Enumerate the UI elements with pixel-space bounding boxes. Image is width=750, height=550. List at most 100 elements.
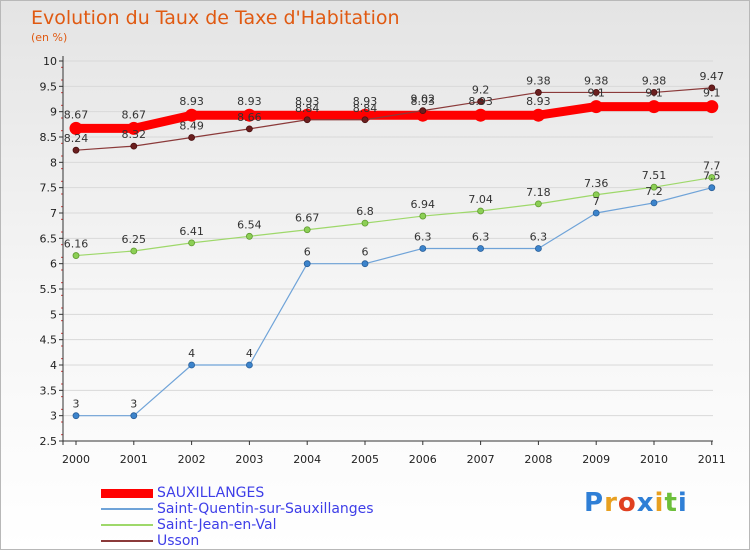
data-point-saint-jean-en-val bbox=[361, 219, 369, 227]
data-label-saint-jean-en-val: 6.8 bbox=[356, 205, 374, 218]
y-tick-label: 7 bbox=[50, 207, 57, 220]
data-point-sauxillanges bbox=[589, 100, 603, 114]
y-tick-label: 2.5 bbox=[40, 435, 58, 448]
data-label-usson: 9.38 bbox=[526, 74, 551, 87]
data-label-saint-quentin-sur-sauxillanges: 4 bbox=[188, 347, 195, 360]
data-point-sauxillanges bbox=[300, 108, 314, 122]
data-point-sauxillanges bbox=[647, 100, 661, 114]
logo-letter: x bbox=[636, 488, 655, 518]
x-tick-label: 2000 bbox=[62, 453, 90, 466]
legend-label: SAUXILLANGES bbox=[157, 485, 265, 501]
data-point-saint-quentin-sur-sauxillanges bbox=[592, 209, 600, 217]
data-point-usson bbox=[477, 98, 485, 105]
y-tick-label: 5 bbox=[50, 308, 57, 321]
y-tick-label: 5.5 bbox=[40, 283, 58, 296]
logo-letter: o bbox=[617, 488, 637, 518]
data-label-saint-jean-en-val: 6.41 bbox=[179, 225, 204, 238]
data-point-saint-jean-en-val bbox=[130, 247, 138, 255]
x-tick-label: 2009 bbox=[582, 453, 610, 466]
data-label-saint-quentin-sur-sauxillanges: 3 bbox=[130, 398, 137, 411]
data-label-usson: 9.47 bbox=[700, 70, 725, 83]
data-label-sauxillanges: 8.93 bbox=[295, 95, 320, 108]
legend-swatch bbox=[101, 488, 153, 498]
data-point-saint-jean-en-val bbox=[303, 226, 311, 234]
data-label-usson: 8.24 bbox=[64, 132, 89, 145]
data-point-usson bbox=[419, 107, 427, 115]
legend-label: Saint-Quentin-sur-Sauxillanges bbox=[157, 501, 374, 517]
data-label-usson: 8.66 bbox=[237, 111, 262, 124]
legend-item: Saint-Jean-en-Val bbox=[101, 517, 421, 533]
data-label-sauxillanges: 8.93 bbox=[179, 95, 204, 108]
data-label-saint-quentin-sur-sauxillanges: 6.3 bbox=[472, 230, 490, 243]
legend: SAUXILLANGES Saint-Quentin-sur-Sauxillang… bbox=[101, 485, 421, 549]
data-label-sauxillanges: 8.93 bbox=[353, 95, 378, 108]
x-tick-label: 2003 bbox=[235, 453, 263, 466]
y-tick-label: 3 bbox=[50, 410, 57, 423]
data-label-usson: 9.2 bbox=[472, 84, 490, 97]
y-tick-label: 6 bbox=[50, 258, 57, 271]
data-point-sauxillanges bbox=[69, 121, 83, 135]
data-label-saint-jean-en-val: 6.67 bbox=[295, 212, 320, 225]
data-point-saint-quentin-sur-sauxillanges bbox=[303, 260, 311, 268]
chart-subtitle: (en %) bbox=[31, 31, 68, 44]
data-label-sauxillanges: 9.1 bbox=[587, 87, 605, 100]
data-label-sauxillanges: 9.1 bbox=[645, 87, 663, 100]
axes: 2.5 3 3.5 4 4.5 5 5.5 6 6.5 7 7.5 8 8.5 9 9.5 10 2000 200… bbox=[40, 55, 726, 466]
data-point-saint-quentin-sur-sauxillanges bbox=[419, 245, 427, 252]
data-label-saint-jean-en-val: 7.7 bbox=[703, 160, 721, 173]
data-point-saint-quentin-sur-sauxillanges bbox=[650, 199, 658, 207]
logo-letter: P bbox=[584, 488, 605, 518]
logo-letter: i bbox=[677, 488, 688, 518]
grid-lines bbox=[63, 60, 713, 442]
y-tick-label: 4 bbox=[50, 359, 57, 372]
data-point-sauxillanges bbox=[242, 108, 256, 122]
legend-label: Saint-Jean-en-Val bbox=[157, 517, 277, 533]
legend-swatch bbox=[101, 540, 153, 542]
y-tick-label: 4.5 bbox=[40, 334, 58, 347]
data-point-saint-jean-en-val bbox=[650, 183, 658, 191]
data-point-usson bbox=[650, 89, 658, 96]
y-tick-label: 7.5 bbox=[40, 182, 58, 195]
series-line-sauxillanges bbox=[76, 102, 712, 133]
logo-letter: t bbox=[664, 488, 678, 518]
data-point-sauxillanges bbox=[185, 108, 199, 122]
data-label-saint-quentin-sur-sauxillanges: 6 bbox=[362, 246, 369, 259]
data-label-saint-quentin-sur-sauxillanges: 4 bbox=[246, 347, 253, 360]
data-label-sauxillanges: 8.93 bbox=[468, 95, 493, 108]
data-label-usson: 9.02 bbox=[411, 93, 436, 106]
data-label-sauxillanges: 8.93 bbox=[526, 95, 551, 108]
data-point-usson bbox=[188, 134, 196, 141]
data-label-saint-jean-en-val: 7.51 bbox=[642, 169, 667, 182]
data-label-saint-jean-en-val: 7.04 bbox=[468, 193, 493, 206]
data-point-saint-quentin-sur-sauxillanges bbox=[130, 412, 138, 420]
data-label-saint-quentin-sur-sauxillanges: 7.5 bbox=[703, 170, 721, 183]
data-label-saint-quentin-sur-sauxillanges: 7 bbox=[593, 195, 600, 208]
data-point-saint-quentin-sur-sauxillanges bbox=[361, 260, 369, 268]
data-point-saint-jean-en-val bbox=[419, 212, 427, 220]
data-label-usson: 8.49 bbox=[179, 120, 204, 133]
data-label-saint-quentin-sur-sauxillanges: 7.2 bbox=[645, 185, 663, 198]
legend-item: SAUXILLANGES bbox=[101, 485, 421, 501]
y-tick-label: 6.5 bbox=[40, 232, 58, 245]
data-point-saint-jean-en-val bbox=[535, 200, 542, 208]
data-point-sauxillanges bbox=[358, 108, 372, 122]
data-label-usson: 9.38 bbox=[642, 74, 667, 87]
x-tick-label: 2001 bbox=[120, 453, 148, 466]
x-tick-label: 2011 bbox=[698, 453, 726, 466]
data-label-usson: 8.84 bbox=[353, 102, 378, 115]
legend-swatch bbox=[101, 508, 153, 510]
data-point-saint-jean-en-val bbox=[245, 232, 253, 240]
data-point-saint-jean-en-val bbox=[592, 191, 600, 199]
data-point-saint-quentin-sur-sauxillanges bbox=[188, 361, 196, 369]
data-point-sauxillanges bbox=[705, 100, 719, 114]
data-label-sauxillanges: 8.67 bbox=[64, 108, 89, 121]
data-point-usson bbox=[303, 116, 311, 124]
data-label-sauxillanges: 8.93 bbox=[237, 95, 262, 108]
x-tick-label: 2006 bbox=[409, 453, 437, 466]
y-tick-label: 9.5 bbox=[40, 80, 58, 93]
legend-item: Saint-Quentin-sur-Sauxillanges bbox=[101, 501, 421, 517]
data-point-usson bbox=[361, 116, 369, 124]
data-point-saint-quentin-sur-sauxillanges bbox=[72, 412, 80, 420]
